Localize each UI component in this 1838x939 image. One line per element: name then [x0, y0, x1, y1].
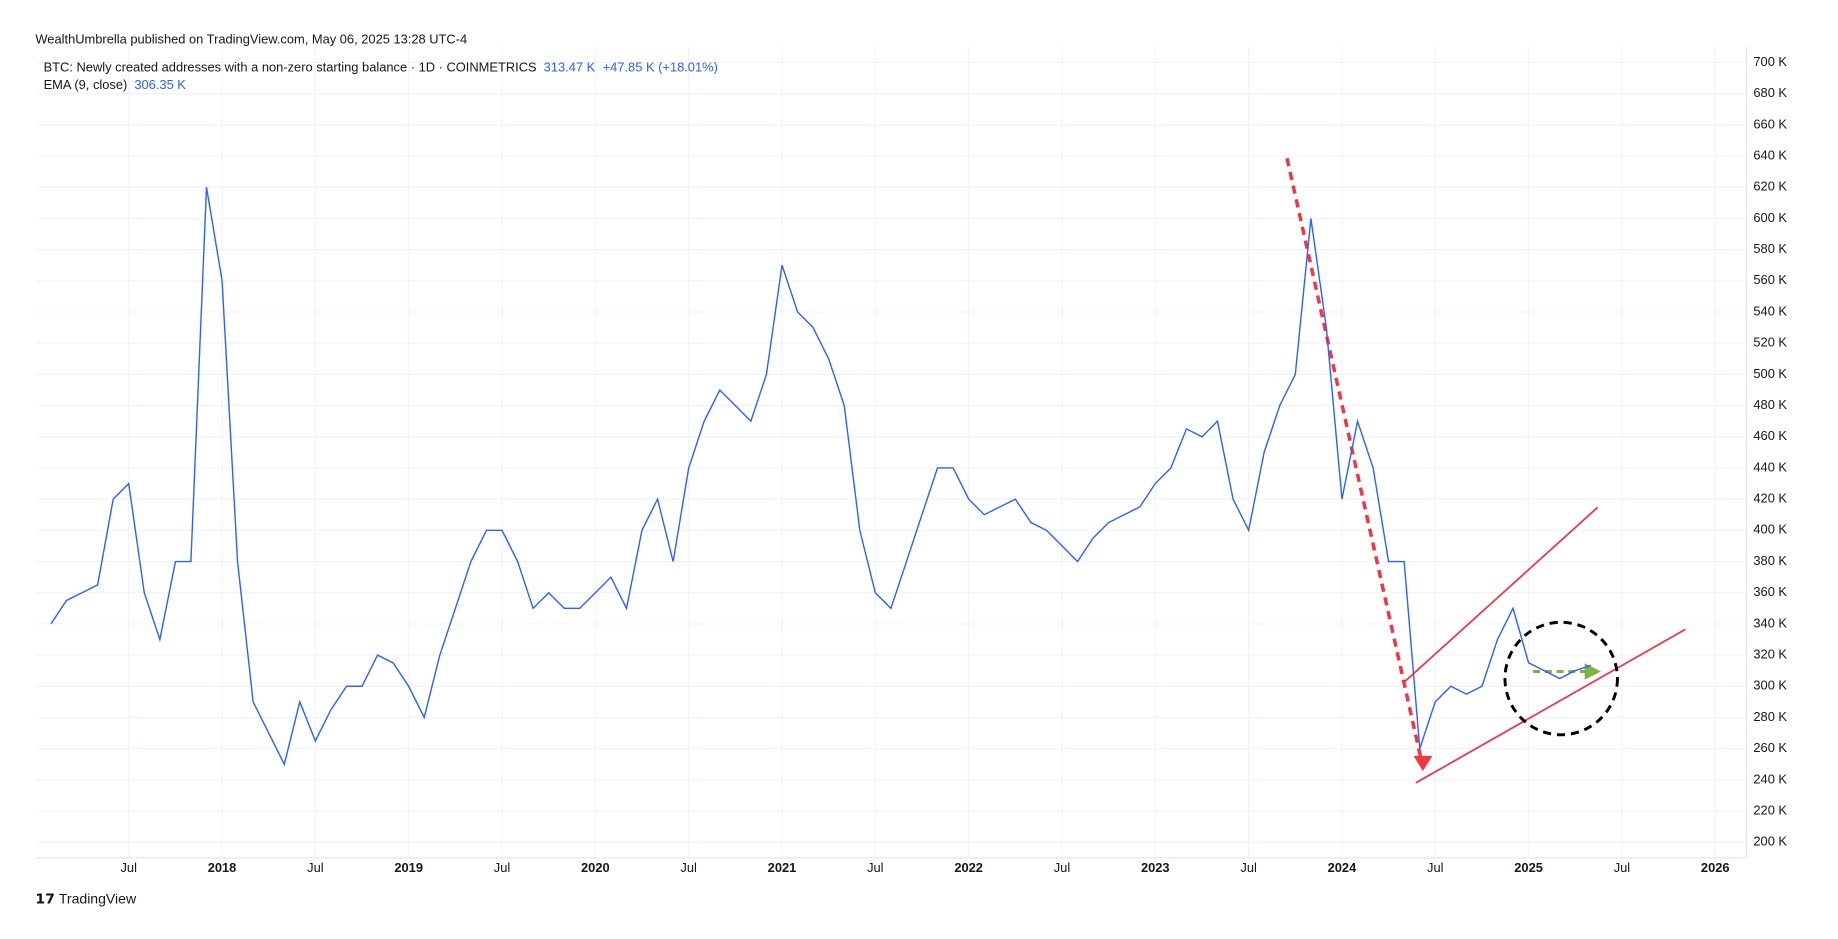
x-tick-label: Jul: [680, 860, 696, 875]
y-tick-label: 600 K: [1753, 210, 1787, 225]
y-tick-label: 400 K: [1753, 522, 1787, 537]
published: WealthUmbrella published on TradingView.…: [35, 31, 467, 46]
y-tick-label: 260 K: [1753, 740, 1787, 755]
y-tick-label: 700 K: [1753, 54, 1787, 69]
x-tick-label: 2020: [581, 860, 610, 875]
x-tick-label: Jul: [867, 860, 883, 875]
y-tick-label: 540 K: [1753, 303, 1787, 318]
y-tick-label: 640 K: [1753, 147, 1787, 162]
y-tick-label: 480 K: [1753, 397, 1787, 412]
x-tick-label: 2024: [1328, 860, 1357, 875]
y-tick-label: 240 K: [1753, 771, 1787, 786]
green-arrow-head: [1584, 663, 1602, 680]
y-tick-label: 620 K: [1753, 179, 1787, 194]
lower-trendline: [1415, 628, 1686, 784]
y-tick-label: 360 K: [1753, 584, 1787, 599]
arrow-head: [1413, 755, 1433, 772]
indicator: EMA (9, close): [44, 77, 128, 92]
x-tick-label: 2023: [1141, 860, 1170, 875]
brand: TradingView: [59, 891, 137, 907]
y-tick-label: 380 K: [1753, 553, 1787, 568]
y-tick-label: 440 K: [1753, 459, 1787, 474]
x-tick-label: 2019: [394, 860, 423, 875]
y-tick-label: 300 K: [1753, 678, 1787, 693]
x-tick-label: Jul: [120, 860, 136, 875]
x-tick-label: Jul: [307, 860, 323, 875]
series-line: [50, 187, 1592, 767]
grid: [35, 46, 1747, 858]
y-tick-label: 460 K: [1753, 428, 1787, 443]
x-tick-label: 2025: [1514, 860, 1543, 875]
y-tick-label: 680 K: [1753, 85, 1787, 100]
last-value: 313.47 K: [544, 59, 596, 74]
x-tick-label: 2018: [208, 860, 237, 875]
x-tick-label: Jul: [1054, 860, 1070, 875]
highlight-circle: [1503, 620, 1619, 737]
y-tick-label: 280 K: [1753, 709, 1787, 724]
y-tick-label: 500 K: [1753, 366, 1787, 381]
trend-arrow: [1285, 157, 1423, 758]
y-tick-label: 520 K: [1753, 335, 1787, 350]
indicator-value: 306.35 K: [134, 77, 186, 92]
y-tick-label: 220 K: [1753, 802, 1787, 817]
y-tick-label: 320 K: [1753, 646, 1787, 661]
y-tick-label: 560 K: [1753, 272, 1787, 287]
legend-series: BTC: Newly created addresses with a non-…: [44, 59, 537, 74]
change: +47.85 K (+18.01%): [603, 59, 718, 74]
x-tick-label: Jul: [1614, 860, 1630, 875]
footer: 𝟭𝟳 TradingView: [35, 891, 137, 907]
x-tick-label: Jul: [1240, 860, 1256, 875]
upper-trendline: [1403, 506, 1599, 683]
y-tick-label: 420 K: [1753, 491, 1787, 506]
y-tick-label: 660 K: [1753, 116, 1787, 131]
x-tick-label: Jul: [1427, 860, 1443, 875]
x-tick-label: Jul: [494, 860, 510, 875]
logo: 𝟭𝟳: [35, 891, 55, 907]
y-tick-label: 340 K: [1753, 615, 1787, 630]
drawings: [1285, 157, 1686, 784]
x-tick-label: 2021: [768, 860, 797, 875]
x-tick-label: 2022: [954, 860, 983, 875]
y-tick-label: 200 K: [1753, 834, 1787, 849]
x-tick-label: 2026: [1701, 860, 1730, 875]
y-tick-label: 580 K: [1753, 241, 1787, 256]
